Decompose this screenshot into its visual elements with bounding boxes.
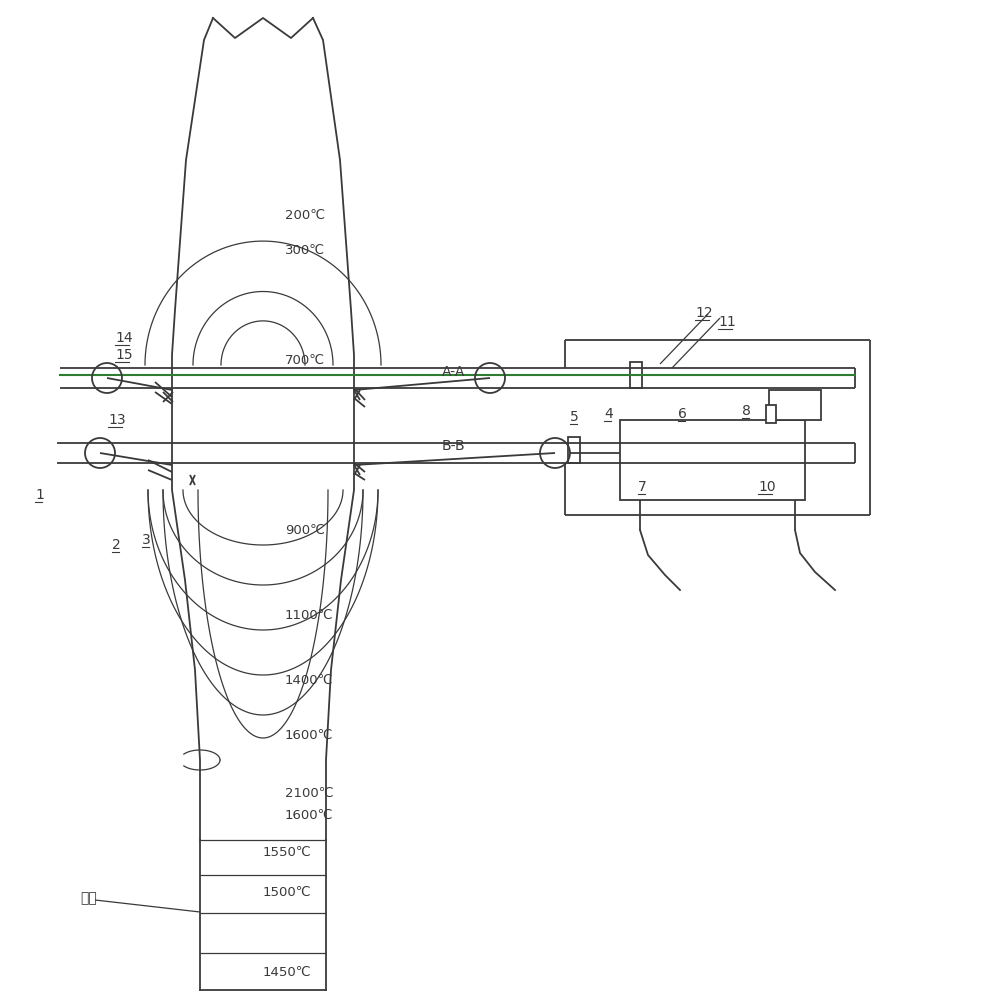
Text: 1550℃: 1550℃ (263, 846, 312, 858)
Text: 8: 8 (742, 404, 750, 418)
Text: 10: 10 (758, 480, 776, 494)
Text: 1100℃: 1100℃ (285, 608, 334, 621)
Text: 900℃: 900℃ (285, 524, 325, 536)
Bar (620, 420, 805, 500)
Text: 3: 3 (142, 533, 151, 547)
Text: 13: 13 (108, 413, 126, 427)
Text: 14: 14 (115, 331, 132, 345)
Text: B-B: B-B (442, 439, 466, 453)
Text: 1600℃: 1600℃ (285, 728, 334, 742)
Text: 高炉: 高炉 (80, 891, 97, 905)
Text: 300℃: 300℃ (285, 243, 325, 256)
Text: 1600℃: 1600℃ (285, 808, 334, 822)
Bar (769, 390, 821, 420)
Text: 4: 4 (604, 407, 613, 421)
Text: 1400℃: 1400℃ (285, 674, 334, 686)
Text: 200℃: 200℃ (285, 209, 325, 222)
Bar (766, 405, 776, 423)
Text: 11: 11 (718, 315, 736, 329)
Text: 12: 12 (695, 306, 712, 320)
Text: A-A: A-A (442, 365, 465, 379)
Text: 700℃: 700℃ (285, 354, 325, 366)
Text: 2100℃: 2100℃ (285, 786, 334, 800)
Text: 2: 2 (112, 538, 121, 552)
Text: 1450℃: 1450℃ (263, 966, 312, 978)
Text: 1: 1 (35, 488, 44, 502)
Bar (568, 437, 580, 463)
Text: 7: 7 (638, 480, 646, 494)
Text: 1500℃: 1500℃ (263, 886, 312, 898)
Text: 15: 15 (115, 348, 132, 362)
Bar (630, 362, 642, 388)
Text: 6: 6 (678, 407, 687, 421)
Text: 5: 5 (570, 410, 579, 424)
